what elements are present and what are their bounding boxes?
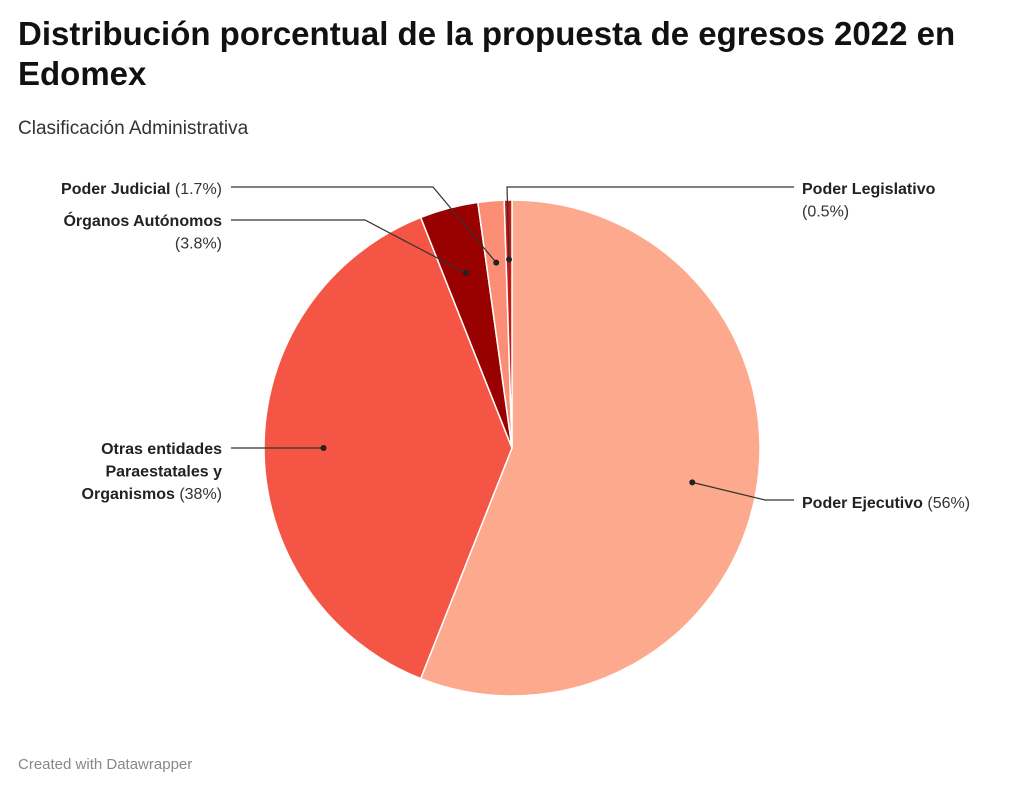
leader-dot-otras-entidades-paraestatales-y-organismos	[320, 445, 327, 451]
slice-label-poder-ejecutivo: Poder Ejecutivo (56%)	[802, 495, 970, 512]
slice-label-organos-autonomos: Órganos Autónomos (3.8%)	[63, 211, 222, 253]
chart-subtitle: Clasificación Administrativa	[18, 118, 249, 139]
leader-dot-poder-judicial	[493, 259, 500, 266]
pie-slices	[263, 199, 761, 697]
chart-title: Distribución porcentual de la propuesta …	[18, 15, 956, 92]
slice-labels: Poder Ejecutivo (56%) Otras entidades Para…	[61, 181, 970, 512]
leader-line-poder-legislativo	[506, 186, 794, 260]
slice-label-otras-entidades-paraestatales-y-organismos: Otras entidades Paraestatales y Organismos…	[82, 441, 223, 503]
pie-slice-poder-ejecutivo	[419, 199, 761, 697]
leader-line-poder-judicial	[231, 186, 497, 264]
slice-label-poder-judicial: Poder Judicial (1.7%)	[61, 181, 222, 198]
leader-dot-organos-autonomos	[462, 269, 469, 276]
credit-footer: Created with Datawrapper	[18, 756, 193, 773]
leader-lines	[231, 186, 794, 501]
slice-label-poder-legislativo: Poder Legislativo (0.5%)	[802, 181, 936, 221]
leader-dot-poder-ejecutivo	[689, 479, 696, 486]
leader-line-organos-autonomos	[231, 219, 467, 274]
leader-line-poder-ejecutivo	[692, 481, 794, 501]
leader-dot-poder-legislativo	[506, 256, 513, 263]
